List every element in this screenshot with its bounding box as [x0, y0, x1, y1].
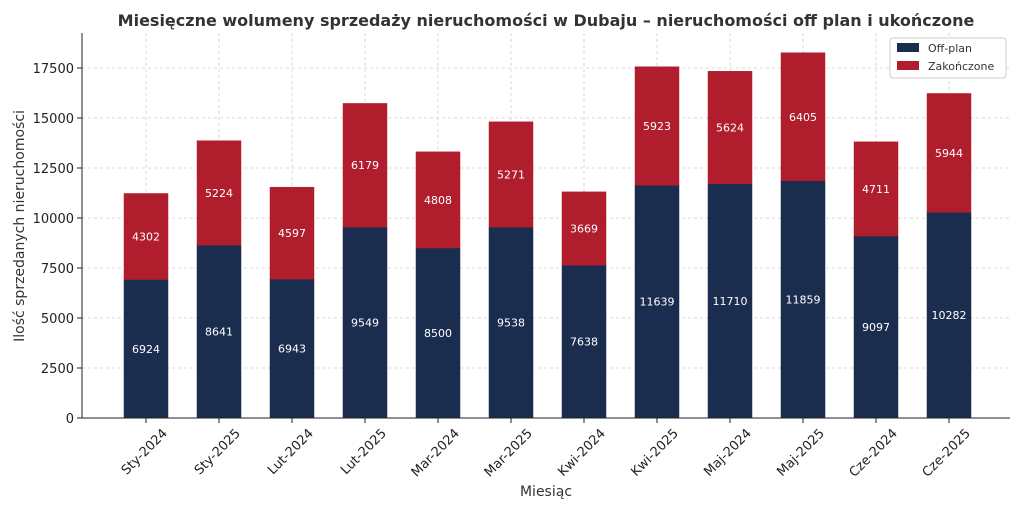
bar-label-zakonczone: 4302 [132, 231, 160, 244]
y-tick-label: 10000 [33, 212, 74, 227]
y-tick-label: 2500 [41, 362, 74, 377]
legend-label: Zakończone [928, 60, 994, 73]
bar-label-zakonczone: 6405 [789, 111, 817, 124]
bar-zakonczone [488, 121, 534, 228]
bar-label-off-plan: 9538 [497, 317, 525, 330]
bar-off-plan [561, 264, 607, 419]
bar-zakonczone [342, 103, 388, 228]
bar-label-off-plan: 11710 [713, 295, 748, 308]
bar-off-plan [415, 247, 461, 419]
bar-label-off-plan: 11639 [640, 296, 675, 309]
bar-zakonczone [196, 140, 242, 246]
legend-swatch [897, 43, 919, 52]
bar-label-zakonczone: 4597 [278, 227, 306, 240]
bar-label-zakonczone: 5271 [497, 169, 525, 182]
bar-label-zakonczone: 4711 [862, 183, 890, 196]
x-tick-label: Maj-2025 [774, 426, 827, 479]
bar-zakonczone [926, 93, 972, 213]
bar-off-plan [488, 226, 534, 419]
y-tick-label: 15000 [33, 112, 74, 127]
bar-label-zakonczone: 5224 [205, 187, 233, 200]
bar-zakonczone [780, 52, 826, 182]
bar-off-plan [269, 278, 315, 419]
bar-zakonczone [561, 191, 607, 266]
bar-label-zakonczone: 3669 [570, 223, 598, 236]
bar-label-zakonczone: 4808 [424, 194, 452, 207]
bar-label-off-plan: 7638 [570, 336, 598, 349]
bar-off-plan [707, 183, 753, 419]
bar-off-plan [853, 235, 899, 419]
bar-zakonczone [634, 66, 680, 186]
y-tick-label: 12500 [33, 162, 74, 177]
x-tick-label: Cze-2025 [920, 426, 974, 480]
bar-zakonczone [123, 193, 169, 280]
bar-off-plan [123, 279, 169, 419]
x-axis-label: Miesiąc [520, 484, 572, 500]
bar-label-zakonczone: 5944 [935, 147, 963, 160]
bar-label-off-plan: 9549 [351, 317, 379, 330]
bar-label-off-plan: 6943 [278, 343, 306, 356]
bar-off-plan [926, 212, 972, 419]
bar-zakonczone [269, 186, 315, 280]
x-tick-label: Mar-2024 [409, 426, 463, 480]
chart-title: Miesięczne wolumeny sprzedaży nieruchomo… [118, 11, 975, 30]
x-tick-label: Cze-2024 [847, 426, 901, 480]
x-tick-label: Lut-2025 [338, 426, 390, 478]
bar-label-zakonczone: 5624 [716, 122, 744, 135]
x-tick-label: Maj-2024 [701, 426, 754, 479]
bar-zakonczone [853, 141, 899, 237]
legend-label: Off-plan [928, 42, 972, 55]
legend-swatch [897, 61, 919, 70]
x-tick-label: Sty-2024 [119, 426, 171, 478]
x-tick-label: Sty-2025 [192, 426, 244, 478]
bar-off-plan [342, 226, 388, 419]
bar-label-zakonczone: 6179 [351, 159, 379, 172]
x-tick-label: Lut-2024 [265, 426, 317, 478]
bar-label-off-plan: 11859 [786, 293, 821, 306]
bar-off-plan [780, 180, 826, 419]
axes-layer [81, 33, 1010, 419]
x-tick-label: Kwi-2024 [555, 426, 608, 479]
bar-off-plan [196, 244, 242, 419]
bar-label-off-plan: 9097 [862, 321, 890, 334]
bar-labels-layer: 6924 4302 8641 5224 6943 4597 9549 6179 8500 4808… [132, 111, 967, 356]
bar-label-zakonczone: 5923 [643, 120, 671, 133]
y-axis-label: Ilość sprzedanych nieruchomości [12, 110, 28, 342]
bar-label-off-plan: 8641 [205, 326, 233, 339]
y-tick-label: 5000 [41, 312, 74, 327]
y-tick-label: 0 [66, 412, 74, 427]
bar-off-plan [634, 184, 680, 419]
legend: Off-plan Zakończone [889, 37, 1007, 79]
x-tick-label: Mar-2025 [482, 426, 536, 480]
y-tick-label: 17500 [33, 62, 74, 77]
bar-zakonczone [415, 151, 461, 249]
bars-layer [123, 52, 972, 419]
bar-zakonczone [707, 71, 753, 185]
bar-label-off-plan: 8500 [424, 327, 452, 340]
bar-label-off-plan: 6924 [132, 343, 160, 356]
x-tick-label: Kwi-2025 [628, 426, 681, 479]
y-tick-label: 7500 [41, 262, 74, 277]
bar-label-off-plan: 10282 [932, 309, 967, 322]
